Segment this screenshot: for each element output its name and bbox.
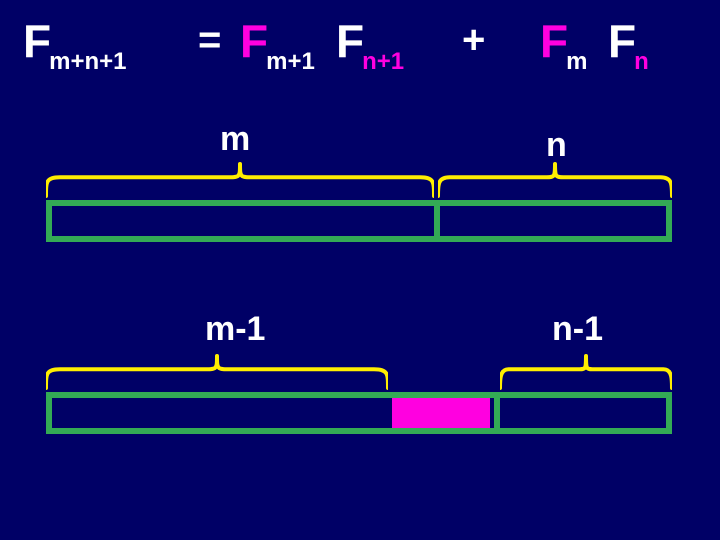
term-Fm1-sub: m+1 — [266, 48, 315, 75]
label-n: n — [546, 126, 567, 165]
term-Fn-F: F — [608, 15, 636, 67]
term-Fm1: Fm+1 — [240, 14, 321, 68]
label-m-minus-1: m-1 — [205, 310, 265, 349]
label-m: m — [220, 120, 250, 159]
term-Fn: Fn — [608, 14, 655, 68]
bar-bottom-divider — [494, 392, 500, 434]
term-Fmn1: Fm+n+1 — [23, 14, 133, 68]
term-Fmn1-F: F — [23, 15, 51, 67]
bar-top — [46, 200, 672, 242]
term-Fn1-sub: n+1 — [362, 48, 404, 75]
bar-top-divider — [434, 200, 440, 242]
term-Fm1-F: F — [240, 15, 268, 67]
term-Fm: Fm — [540, 14, 593, 68]
equals-sign: = — [198, 18, 221, 63]
term-Fn-sub: n — [634, 48, 649, 75]
term-Fn1-F: F — [336, 15, 364, 67]
brace-m-minus-1 — [46, 354, 388, 394]
pink-segment — [392, 398, 490, 428]
plus-sign: + — [462, 18, 485, 63]
term-Fm-F: F — [540, 15, 568, 67]
brace-n — [438, 162, 672, 202]
brace-n-minus-1 — [500, 354, 672, 394]
label-n-minus-1: n-1 — [552, 310, 603, 349]
slide-canvas: Fm+n+1 = Fm+1 Fn+1 + Fm Fn m n m-1 n-1 — [0, 0, 720, 540]
bar-bottom — [46, 392, 672, 434]
term-Fmn1-sub: m+n+1 — [49, 48, 126, 75]
brace-m — [46, 162, 434, 202]
term-Fm-sub: m — [566, 48, 587, 75]
term-Fn1: Fn+1 — [336, 14, 410, 68]
